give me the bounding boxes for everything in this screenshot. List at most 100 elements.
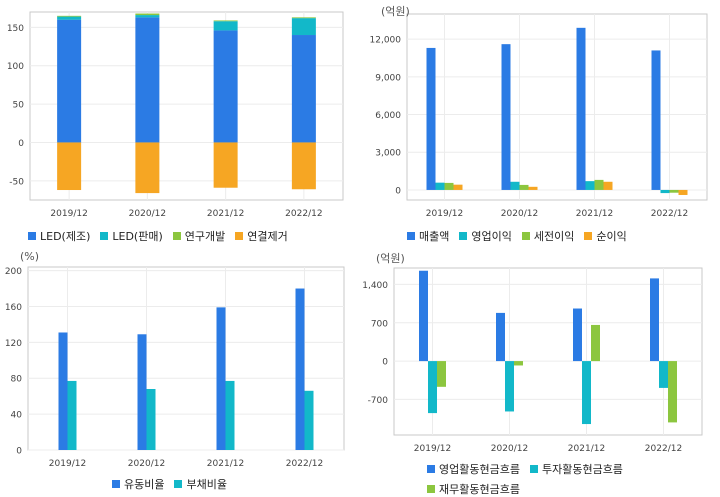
bar <box>57 15 82 17</box>
legend-label: LED(제조) <box>40 230 91 243</box>
bar <box>57 142 82 191</box>
bar <box>146 389 156 450</box>
y-tick-label: 120 <box>5 339 22 349</box>
legend-swatch <box>459 232 468 240</box>
bar <box>496 312 505 362</box>
y-tick-label: -700 <box>368 396 389 406</box>
bar <box>603 181 613 190</box>
bar <box>594 179 604 190</box>
x-tick-label: 2022/12 <box>285 209 322 219</box>
bar <box>57 19 82 143</box>
bar <box>213 142 238 188</box>
x-tick-label: 2020/12 <box>491 444 528 454</box>
y-tick-label: 150 <box>7 24 24 34</box>
bar <box>426 47 436 190</box>
legend-item: LED(제조) <box>28 228 90 244</box>
x-tick-label: 2021/12 <box>207 209 244 219</box>
y-tick-label: 0 <box>16 447 22 457</box>
y-tick-label: 0 <box>395 186 401 196</box>
y-tick-label: 9,000 <box>375 73 401 83</box>
y-tick-label: 700 <box>371 319 388 329</box>
bar <box>225 380 235 450</box>
y-tick-label: 160 <box>5 303 22 313</box>
cashflow-chart: -700 0 700 1,400 2019/12 2020/12 2021/12 2022/1… <box>362 267 703 454</box>
bar <box>67 380 77 450</box>
y-tick-label: 12,000 <box>370 36 402 46</box>
legend-item: 재무활동현금흐름 <box>427 481 520 497</box>
income-unit-label: (억원) <box>381 5 410 18</box>
legend-item: 부채비율 <box>174 476 227 492</box>
bar <box>444 182 454 190</box>
legend-label: 영업이익 <box>471 230 512 243</box>
legend-item: 투자활동현금흐름 <box>529 461 623 477</box>
bar <box>291 142 316 190</box>
income-chart: 0 3,000 6,000 9,000 12,000 2019/12 2020/12 2021… <box>370 13 708 219</box>
bar <box>304 390 314 450</box>
y-tick-label: 0 <box>18 139 24 149</box>
legend-label: 연구개발 <box>184 230 226 243</box>
legend-label: 유동비율 <box>124 478 165 491</box>
legend-label: 투자활동현금흐름 <box>541 463 623 476</box>
legend-item: 연결제거 <box>235 228 288 244</box>
legend-item: 매출액 <box>407 228 449 244</box>
x-tick-label: 2020/12 <box>129 209 166 219</box>
legend-swatch <box>407 232 415 240</box>
y-tick-label: 80 <box>11 375 23 385</box>
bar <box>591 324 600 362</box>
bar <box>291 35 316 143</box>
legend-label: LED(판매) <box>112 230 163 243</box>
y-tick-label: 3,000 <box>375 149 401 159</box>
legend-swatch <box>112 480 120 488</box>
x-tick-label: 2019/12 <box>50 209 87 219</box>
bar <box>651 50 661 190</box>
legend-swatch <box>172 232 181 240</box>
legend-label: 순이익 <box>596 230 627 243</box>
plot-frame <box>406 13 708 201</box>
bar <box>216 307 226 450</box>
income-legend: 매출액 영업이익 세전이익 순이익 <box>407 228 707 244</box>
x-tick-label: 2022/12 <box>645 444 682 454</box>
legend-swatch <box>529 465 538 473</box>
legend-label: 부채비율 <box>186 478 227 491</box>
bar <box>135 15 160 18</box>
legend-swatch <box>28 232 36 240</box>
x-tick-label: 2019/12 <box>426 209 463 219</box>
led-segment-chart: -50 0 50 100 150 2019/12 2020/12 2021/12 2022/12 <box>7 11 344 219</box>
legend-item: 영업활동현금흐름 <box>427 461 520 477</box>
bar <box>213 21 238 31</box>
legend-label: 세전이익 <box>533 230 575 243</box>
legend-item: 연구개발 <box>172 228 226 244</box>
y-tick-label: -50 <box>9 177 24 187</box>
bar <box>137 334 147 450</box>
bar <box>678 189 688 195</box>
x-tick-label: 2021/12 <box>576 209 613 219</box>
bar <box>213 20 238 22</box>
bar <box>519 184 529 190</box>
x-tick-label: 2019/12 <box>414 444 451 454</box>
legend-swatch <box>521 232 530 240</box>
x-tick-label: 2020/12 <box>128 459 165 469</box>
x-tick-label: 2022/12 <box>651 209 688 219</box>
legend-item: 유동비율 <box>112 476 164 492</box>
bar <box>437 361 446 387</box>
bar <box>660 189 670 194</box>
bar <box>435 182 445 190</box>
legend-swatch <box>235 232 244 240</box>
legend-item: 영업이익 <box>459 228 512 244</box>
bar <box>419 270 428 362</box>
cashflow-unit-label: (억원) <box>376 252 405 265</box>
ratio-chart: 0 40 80 120 160 200 2019/12 2020/12 2021/12 2022/… <box>5 266 345 469</box>
plot-frame <box>27 266 345 451</box>
y-tick-label: 40 <box>11 411 23 421</box>
bar <box>505 361 514 412</box>
legend-item: LED(판매) <box>100 228 163 244</box>
bar <box>659 361 668 388</box>
y-tick-label: 200 <box>5 267 22 277</box>
legend-label: 영업활동현금흐름 <box>439 463 520 476</box>
legend-label: 연결제거 <box>247 230 288 243</box>
bar <box>650 278 659 362</box>
x-tick-label: 2020/12 <box>501 209 538 219</box>
bar <box>213 30 238 143</box>
bar <box>528 186 538 190</box>
